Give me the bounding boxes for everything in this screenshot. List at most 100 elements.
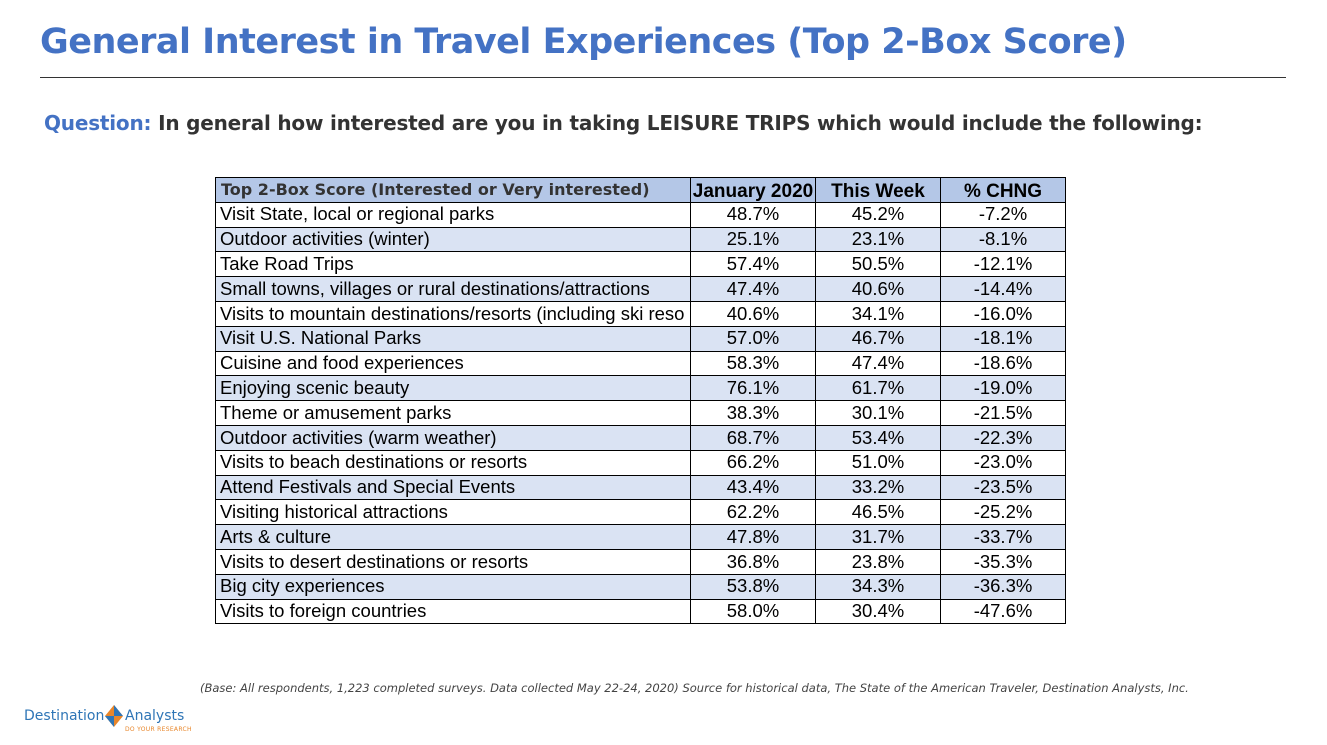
pct-change-value: -18.6% <box>940 350 1066 377</box>
january-2020-value: 53.8% <box>690 573 816 600</box>
pct-change-value: -19.0% <box>940 375 1066 402</box>
this-week-value: 46.7% <box>815 325 941 352</box>
this-week-value: 23.1% <box>815 226 941 253</box>
table-header-row: Top 2-Box Score (Interested or Very inte… <box>215 177 1066 203</box>
table-row: Visit State, local or regional parks 48.7… <box>215 201 1066 228</box>
table-row: Arts & culture 47.8% 31.7% -33.7% <box>215 524 1066 550</box>
pct-change-value: -8.1% <box>940 226 1066 253</box>
pct-change-value: -16.0% <box>940 300 1066 327</box>
pct-change-value: -47.6% <box>940 598 1066 625</box>
page-title: General Interest in Travel Experiences (… <box>40 22 1127 62</box>
this-week-value: 34.1% <box>815 300 941 327</box>
this-week-value: 46.5% <box>815 499 941 526</box>
pct-change-value: -21.5% <box>940 400 1066 426</box>
row-label: Outdoor activities (winter) <box>215 226 691 253</box>
this-week-value: 50.5% <box>815 251 941 278</box>
row-label: Visits to foreign countries <box>215 598 691 625</box>
pct-change-value: -36.3% <box>940 573 1066 600</box>
this-week-value: 61.7% <box>815 375 941 402</box>
pct-change-value: -35.3% <box>940 548 1066 575</box>
pct-change-value: -14.4% <box>940 276 1066 302</box>
row-label: Visits to mountain destinations/resorts … <box>215 300 691 327</box>
row-label: Small towns, villages or rural destinati… <box>215 276 691 302</box>
table-row: Big city experiences 53.8% 34.3% -36.3% <box>215 573 1066 600</box>
table-row: Small towns, villages or rural destinati… <box>215 276 1066 302</box>
row-label: Visits to beach destinations or resorts <box>215 449 691 476</box>
pct-change-value: -22.3% <box>940 424 1066 451</box>
pct-change-value: -12.1% <box>940 251 1066 278</box>
column-header-this-week: This Week <box>815 177 941 203</box>
this-week-value: 33.2% <box>815 474 941 501</box>
table-row: Outdoor activities (winter) 25.1% 23.1% -8.… <box>215 226 1066 253</box>
title-divider <box>40 77 1286 78</box>
table-row: Visits to desert destinations or resorts… <box>215 548 1066 575</box>
logo-word-destination: Destination <box>24 708 105 724</box>
january-2020-value: 25.1% <box>690 226 816 253</box>
row-label: Arts & culture <box>215 524 691 550</box>
column-header-pct-change: % CHNG <box>940 177 1066 203</box>
this-week-value: 40.6% <box>815 276 941 302</box>
table-row: Visiting historical attractions 62.2% 46.5… <box>215 499 1066 526</box>
column-header-january-2020: January 2020 <box>690 177 816 203</box>
january-2020-value: 36.8% <box>690 548 816 575</box>
travel-interest-table: Top 2-Box Score (Interested or Very inte… <box>215 177 1066 625</box>
january-2020-value: 58.0% <box>690 598 816 625</box>
january-2020-value: 66.2% <box>690 449 816 476</box>
pct-change-value: -25.2% <box>940 499 1066 526</box>
table-row: Visit U.S. National Parks 57.0% 46.7% -18.1… <box>215 325 1066 352</box>
january-2020-value: 43.4% <box>690 474 816 501</box>
table-row: Enjoying scenic beauty 76.1% 61.7% -19.0% <box>215 375 1066 402</box>
table-row: Visits to foreign countries 58.0% 30.4% -47… <box>215 598 1066 625</box>
row-label: Visit U.S. National Parks <box>215 325 691 352</box>
row-label: Attend Festivals and Special Events <box>215 474 691 501</box>
this-week-value: 45.2% <box>815 201 941 228</box>
this-week-value: 34.3% <box>815 573 941 600</box>
this-week-value: 30.4% <box>815 598 941 625</box>
pct-change-value: -33.7% <box>940 524 1066 550</box>
january-2020-value: 38.3% <box>690 400 816 426</box>
table-row: Outdoor activities (warm weather) 68.7% 53… <box>215 424 1066 451</box>
row-label: Enjoying scenic beauty <box>215 375 691 402</box>
diamond-logo-icon <box>105 705 123 727</box>
this-week-value: 47.4% <box>815 350 941 377</box>
logo-tagline: DO YOUR RESEARCH <box>125 726 192 733</box>
pct-change-value: -23.0% <box>940 449 1066 476</box>
january-2020-value: 40.6% <box>690 300 816 327</box>
column-header-label: Top 2-Box Score (Interested or Very inte… <box>215 177 691 203</box>
row-label: Visit State, local or regional parks <box>215 201 691 228</box>
logo-word-analysts: Analysts <box>125 708 185 724</box>
this-week-value: 53.4% <box>815 424 941 451</box>
january-2020-value: 68.7% <box>690 424 816 451</box>
pct-change-value: -18.1% <box>940 325 1066 352</box>
table-row: Visits to beach destinations or resorts 6… <box>215 449 1066 476</box>
table-row: Theme or amusement parks 38.3% 30.1% -21.5% <box>215 400 1066 426</box>
january-2020-value: 47.4% <box>690 276 816 302</box>
table-row: Cuisine and food experiences 58.3% 47.4% -1… <box>215 350 1066 377</box>
january-2020-value: 47.8% <box>690 524 816 550</box>
january-2020-value: 57.4% <box>690 251 816 278</box>
row-label: Take Road Trips <box>215 251 691 278</box>
this-week-value: 23.8% <box>815 548 941 575</box>
question-label: Question: <box>44 111 152 135</box>
source-footnote: (Base: All respondents, 1,223 completed … <box>200 681 1189 695</box>
pct-change-value: -23.5% <box>940 474 1066 501</box>
this-week-value: 31.7% <box>815 524 941 550</box>
table-row: Take Road Trips 57.4% 50.5% -12.1% <box>215 251 1066 278</box>
january-2020-value: 62.2% <box>690 499 816 526</box>
question-text: In general how interested are you in tak… <box>151 111 1203 135</box>
row-label: Visits to desert destinations or resorts <box>215 548 691 575</box>
this-week-value: 30.1% <box>815 400 941 426</box>
row-label: Big city experiences <box>215 573 691 600</box>
row-label: Outdoor activities (warm weather) <box>215 424 691 451</box>
row-label: Cuisine and food experiences <box>215 350 691 377</box>
january-2020-value: 76.1% <box>690 375 816 402</box>
this-week-value: 51.0% <box>815 449 941 476</box>
january-2020-value: 48.7% <box>690 201 816 228</box>
row-label: Theme or amusement parks <box>215 400 691 426</box>
table-body: Visit State, local or regional parks 48.7… <box>215 201 1066 625</box>
row-label: Visiting historical attractions <box>215 499 691 526</box>
january-2020-value: 57.0% <box>690 325 816 352</box>
pct-change-value: -7.2% <box>940 201 1066 228</box>
question-line: Question: In general how interested are … <box>44 111 1203 135</box>
table-row: Visits to mountain destinations/resorts … <box>215 300 1066 327</box>
